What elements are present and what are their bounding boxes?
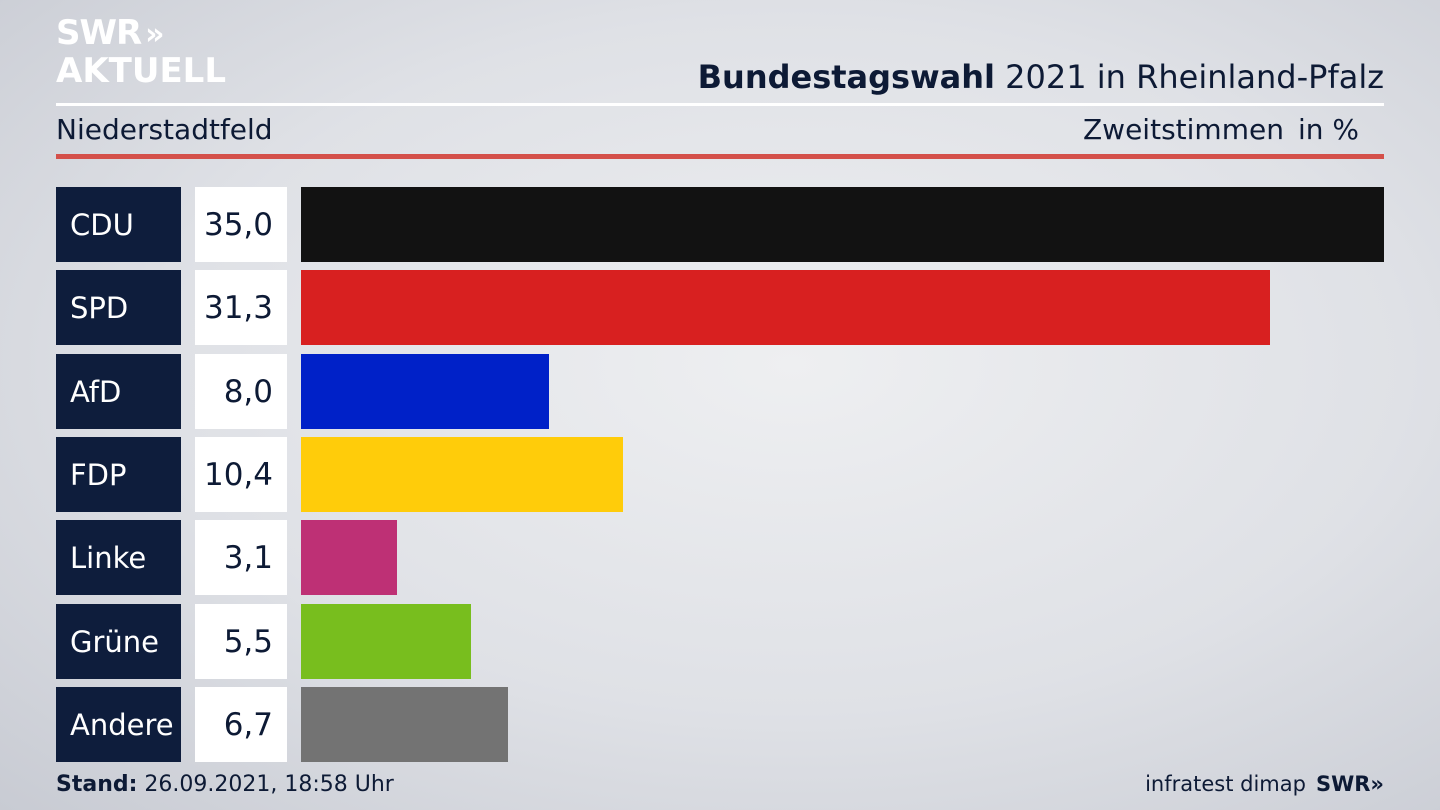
- party-label-cdu: CDU: [56, 187, 181, 262]
- subtitle-divider: [56, 154, 1384, 159]
- value-label-cdu: 35,0: [195, 187, 287, 262]
- value-label-fdp: 10,4: [195, 437, 287, 512]
- value-label-andere: 6,7: [195, 687, 287, 762]
- value-label-spd: 31,3: [195, 270, 287, 345]
- party-label-fdp: FDP: [56, 437, 181, 512]
- party-label-spd: SPD: [56, 270, 181, 345]
- logo-swr-text: SWR: [56, 13, 142, 53]
- timestamp: Stand: 26.09.2021, 18:58 Uhr: [56, 772, 394, 797]
- measure-label: Zweitstimmen: [1083, 113, 1284, 146]
- unit-label: in %: [1298, 113, 1360, 146]
- source-name: infratest dimap: [1145, 772, 1306, 796]
- swr-aktuell-logo: SWR» AKTUELL: [56, 16, 226, 88]
- chart-title: Bundestagswahl 2021 in Rheinland-Pfalz: [698, 58, 1384, 96]
- timestamp-value: 26.09.2021, 18:58 Uhr: [137, 772, 394, 797]
- source-credit: infratest dimap SWR»: [1145, 772, 1384, 796]
- swr-brand-icon: SWR»: [1315, 772, 1384, 796]
- place-name: Niederstadtfeld: [56, 113, 273, 146]
- bar-andere: [301, 687, 508, 762]
- chart-title-rest: 2021 in Rheinland-Pfalz: [995, 58, 1384, 96]
- timestamp-label: Stand:: [56, 772, 138, 797]
- party-label-linke: Linke: [56, 520, 181, 595]
- party-label-andere: Andere: [56, 687, 181, 762]
- bar-afd: [301, 354, 549, 429]
- bar-linke: [301, 520, 397, 595]
- logo-aktuell-text: AKTUELL: [56, 51, 227, 91]
- value-label-linke: 3,1: [195, 520, 287, 595]
- party-label-afd: AfD: [56, 354, 181, 429]
- value-label-afd: 8,0: [195, 354, 287, 429]
- chart-title-bold: Bundestagswahl: [697, 58, 995, 96]
- bar-spd: [301, 270, 1270, 345]
- bar-gr-ne: [301, 604, 471, 679]
- title-divider: [56, 103, 1384, 106]
- value-label-gr-ne: 5,5: [195, 604, 287, 679]
- bar-cdu: [301, 187, 1384, 262]
- bar-fdp: [301, 437, 623, 512]
- party-label-gr-ne: Grüne: [56, 604, 181, 679]
